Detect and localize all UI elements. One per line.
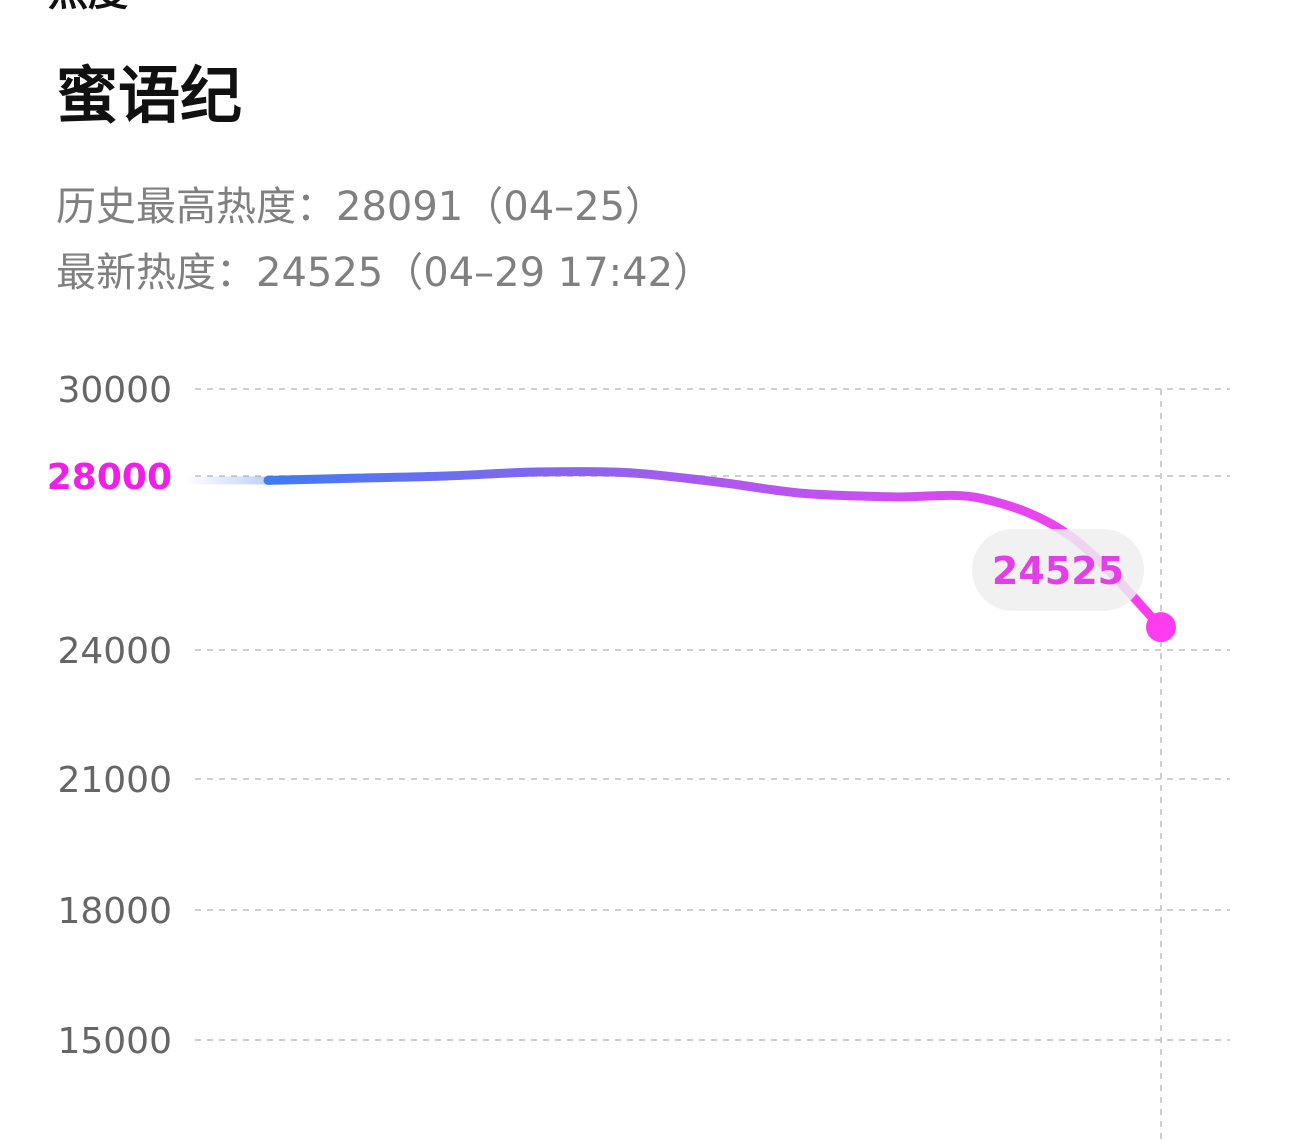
callout-background: [972, 529, 1144, 611]
y-tick-label: 24000: [57, 631, 172, 672]
peak-heat-stat: 历史最高热度：28091（04–25）: [56, 184, 666, 230]
page-title: 蜜语纪: [56, 59, 243, 132]
y-axis-ticks: 30000 28000 24000 21000 18000 15000: [47, 370, 172, 1062]
latest-heat-stat: 最新热度：24525（04–29 17:42）: [56, 250, 714, 296]
latest-value-callout: 24525: [972, 529, 1144, 611]
y-tick-label: 15000: [57, 1021, 172, 1062]
callout-label: 24525: [992, 549, 1124, 593]
latest-data-point: [1146, 612, 1176, 643]
series-line: [263, 466, 1166, 632]
y-tick-label: 28000: [47, 457, 172, 498]
section-heading-cut: 热度: [48, 0, 128, 12]
line-start-glow: [185, 476, 268, 485]
y-tick-label: 18000: [57, 891, 172, 932]
grid-lines: [195, 388, 1230, 1041]
y-tick-label: 21000: [57, 760, 172, 801]
y-tick-label: 30000: [57, 370, 172, 411]
